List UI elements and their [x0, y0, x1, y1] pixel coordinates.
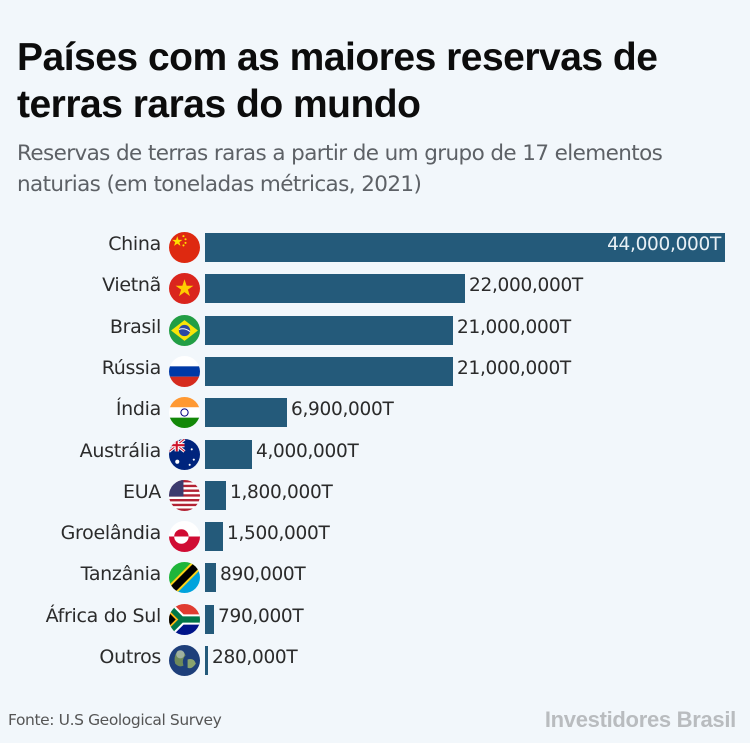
value-label: 44,000,000T: [607, 234, 721, 255]
australia-flag-icon: [169, 438, 200, 470]
bar: [205, 274, 465, 304]
bar-row: Rússia 21,000,000T: [0, 353, 750, 390]
value-label: 1,800,000T: [230, 481, 333, 503]
country-label: África do Sul: [45, 604, 162, 627]
usa-flag-icon: [169, 479, 200, 511]
country-label: Brasil: [109, 315, 161, 338]
bar: [205, 522, 223, 552]
country-label: Índia: [115, 398, 161, 421]
value-label: 280,000T: [212, 647, 298, 668]
country-label: China: [108, 233, 161, 255]
bar: [205, 563, 216, 593]
value-label: 21,000,000T: [457, 316, 571, 338]
value-label: 4,000,000T: [256, 440, 359, 462]
country-label: Vietnã: [102, 274, 161, 297]
bar-row: Austrália 4,000,000T: [0, 436, 750, 473]
china-flag-icon: [169, 232, 200, 263]
chart-title: Países com as maiores reservas de terras…: [17, 36, 658, 126]
bar-row: Brasil 21,000,000T: [0, 312, 750, 349]
bar: [205, 315, 453, 345]
value-label: 21,000,000T: [457, 357, 571, 379]
bar: [205, 356, 453, 386]
south-africa-flag-icon: [169, 603, 200, 635]
india-flag-icon: [169, 397, 200, 429]
bar: [205, 398, 287, 428]
country-label: Austrália: [79, 439, 162, 462]
bar-row: EUA 1,800,000T: [0, 477, 750, 514]
value-label: 790,000T: [218, 605, 304, 627]
source-note: Fonte: U.S Geological Survey: [8, 711, 222, 729]
tanzania-flag-icon: [169, 562, 200, 594]
brazil-flag-icon: [169, 314, 200, 346]
value-label: 1,500,000T: [227, 523, 330, 545]
country-label: EUA: [122, 480, 161, 503]
bar: [205, 439, 252, 469]
bar: [205, 480, 226, 510]
country-label: Tanzânia: [80, 563, 162, 586]
bar: [205, 646, 208, 675]
bar-row: África do Sul 790,000T: [0, 601, 750, 638]
value-label: 890,000T: [220, 564, 306, 586]
value-label: 6,900,000T: [291, 399, 394, 421]
globe-icon: [169, 645, 200, 676]
country-label: Groelândia: [60, 522, 162, 545]
country-label: Rússia: [101, 356, 162, 379]
bar: [205, 604, 214, 634]
bar: [205, 233, 725, 262]
greenland-flag-icon: [169, 521, 200, 553]
vietnam-flag-icon: [169, 273, 200, 305]
bar-row: Tanzânia 890,000T: [0, 559, 750, 596]
bar-row: China 44,000,000T: [0, 229, 750, 266]
chart-subtitle: Reservas de terras raras a partir de um …: [17, 141, 663, 197]
bar-row: Índia 6,900,000T: [0, 394, 750, 431]
brand-logo: Investidores Brasil: [544, 707, 736, 732]
bar-row: Outros 280,000T: [0, 642, 750, 679]
country-label: Outros: [99, 646, 161, 668]
russia-flag-icon: [169, 355, 200, 387]
value-label: 22,000,000T: [469, 275, 583, 297]
bar-row: Groelândia 1,500,000T: [0, 518, 750, 555]
bar-row: Vietnã 22,000,000T: [0, 270, 750, 307]
